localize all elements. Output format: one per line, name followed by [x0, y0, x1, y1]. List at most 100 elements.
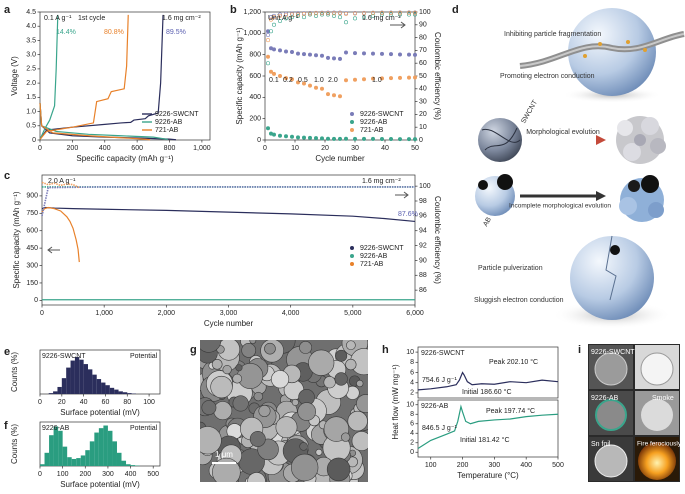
sem-grain: [347, 410, 368, 432]
x-tick-label: 0: [38, 399, 42, 406]
data-point: [331, 56, 336, 61]
panel-letter: a: [4, 4, 11, 16]
y-tick-label: 6: [410, 369, 414, 376]
data-point: [325, 55, 330, 60]
ce-point: [370, 13, 375, 18]
data-point: [271, 47, 276, 52]
y2-tick-label: 80: [419, 34, 427, 41]
data-point: [343, 136, 348, 141]
ce-point: [271, 22, 276, 27]
nanotube-wrap: [481, 127, 521, 151]
histogram-bar: [88, 369, 93, 394]
histogram-bar: [67, 457, 72, 466]
histogram-bar: [107, 430, 113, 466]
histogram-bar: [130, 465, 136, 466]
ce-point: [313, 11, 318, 16]
data-point: [388, 52, 393, 57]
legend-label: 9226-AB: [155, 119, 183, 126]
sem-grain: [345, 358, 357, 371]
y2-tick-label: 10: [419, 124, 427, 131]
cluster: [619, 175, 664, 222]
sem-grain: [291, 398, 299, 406]
axis-arrow: [395, 191, 409, 199]
sem-grain: [210, 375, 233, 399]
legend-marker: [350, 120, 354, 124]
ce-point: [352, 16, 357, 21]
data-point: [313, 136, 318, 141]
annotation: Initial 186.60 °C: [462, 388, 512, 396]
photo-label: Smoke: [652, 395, 674, 402]
histogram-bar: [114, 389, 119, 394]
ce-point: [313, 13, 318, 18]
annotation: 0.1 A g⁻¹: [44, 15, 72, 22]
histogram-bar: [66, 367, 71, 394]
ce-point: [265, 33, 270, 38]
histogram-bar: [126, 464, 131, 466]
x-tick-label: 3,000: [220, 310, 238, 317]
panel-letter: i: [578, 344, 581, 356]
x-tick-label: 100: [143, 399, 155, 406]
legend-label: 721-AB: [155, 127, 179, 134]
grain: [648, 202, 664, 218]
x-tick-label: 50: [411, 145, 419, 152]
y-tick-label: 4: [410, 380, 414, 387]
photos: 9226-SWCNT 9226-AB Smoke Sn foil Fire fe…: [588, 344, 682, 482]
ce-point: [406, 12, 411, 17]
data-point: [271, 71, 276, 76]
y-tick-label: 0: [410, 449, 414, 456]
data-point: [397, 75, 402, 80]
data-point: [319, 86, 324, 91]
sem-grain: [241, 343, 257, 358]
plot-frame: [39, 11, 211, 141]
y-tick-label: 0.5: [26, 123, 36, 130]
histogram-bar: [127, 393, 132, 394]
data-point: [319, 53, 324, 58]
axis-arrow: [390, 21, 406, 29]
sem-grain: [356, 379, 364, 388]
legend-label: 9226-SWCNT: [360, 245, 404, 252]
data-point: [295, 51, 300, 56]
x-tick-label: 60: [102, 399, 110, 406]
data-point: [379, 137, 384, 142]
annotation: 80.8%: [104, 29, 124, 36]
ion: [643, 48, 647, 52]
data-point: [301, 81, 306, 86]
annotation: Initial 181.42 °C: [460, 436, 510, 444]
ce-point: [289, 12, 294, 17]
y-axis-label: Voltage (V): [10, 56, 19, 96]
particle: [568, 8, 656, 96]
y-tick-label: 4: [410, 430, 414, 437]
sem-grain: [323, 376, 336, 389]
y-tick-label: 10: [406, 349, 414, 356]
histogram-bar: [83, 364, 88, 394]
x-tick-label: 5,000: [344, 310, 362, 317]
ce-point: [301, 15, 306, 20]
histogram-bar: [85, 450, 90, 466]
data-point: [283, 134, 288, 139]
data-point: [352, 77, 357, 82]
y2-tick-label: 86: [419, 287, 427, 294]
histogram-bar: [53, 426, 59, 466]
y-tick-label: 0: [32, 137, 36, 144]
y-tick-label: 1.0: [26, 108, 36, 115]
histogram-bar: [112, 441, 117, 466]
legend-label: 9226-SWCNT: [360, 111, 404, 118]
data-point: [301, 135, 306, 140]
data-point: [307, 52, 312, 57]
data-point: [361, 51, 366, 56]
y2-axis-label: Coulombic efficiency (%): [433, 196, 442, 284]
photo-label: 9226-SWCNT: [591, 349, 635, 356]
sem-grain: [335, 349, 348, 362]
ce-point: [370, 11, 375, 16]
data-line: [417, 404, 559, 449]
annotation: 1.0: [372, 77, 382, 84]
sem-grain: [299, 442, 308, 451]
y-tick-label: 600: [249, 73, 261, 80]
data-point: [370, 76, 375, 81]
diagram-label: Incomplete morphological evolution: [509, 203, 611, 210]
data-point: [406, 52, 411, 57]
y-tick-label: 200: [249, 116, 261, 123]
x-tick-label: 200: [79, 471, 91, 478]
data-point: [319, 136, 324, 141]
cluster: [616, 116, 666, 164]
